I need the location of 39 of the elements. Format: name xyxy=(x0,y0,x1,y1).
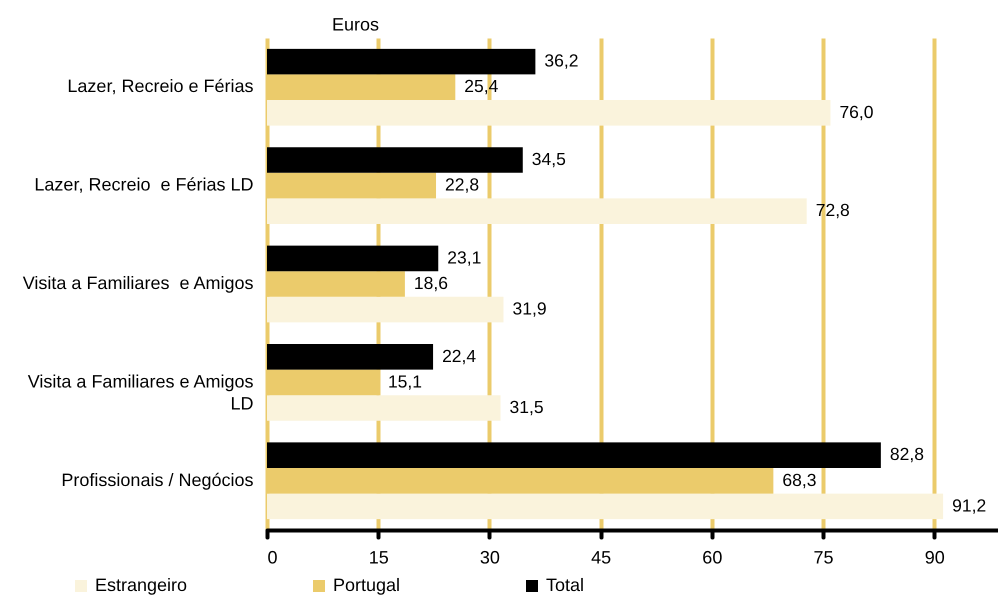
bar xyxy=(267,147,523,173)
data-label: 34,5 xyxy=(532,149,566,170)
bar xyxy=(267,246,438,272)
y-tick-label: Lazer, Recreio e Férias xyxy=(67,76,254,96)
bar xyxy=(267,48,536,74)
data-label: 36,2 xyxy=(544,50,578,71)
x-tick-label: 45 xyxy=(591,548,612,568)
legend-label: Total xyxy=(546,575,584,595)
y-tick-label: Lazer, Recreio e Férias LD xyxy=(34,174,254,195)
bar xyxy=(267,198,807,224)
data-label: 22,8 xyxy=(445,174,480,195)
data-label: 23,1 xyxy=(447,247,482,268)
bar xyxy=(267,296,504,322)
y-tick-label: Visita a Familiares e Amigos xyxy=(22,273,254,293)
data-label: 91,2 xyxy=(952,495,986,516)
bar xyxy=(267,395,501,421)
bar xyxy=(267,494,944,520)
data-label: 76,0 xyxy=(839,102,874,122)
bar xyxy=(267,344,434,370)
data-label: 15,1 xyxy=(388,371,422,392)
bar xyxy=(267,100,830,126)
data-label: 68,3 xyxy=(782,470,816,490)
x-tick-label: 90 xyxy=(924,548,945,568)
legend-label: Portugal xyxy=(333,575,400,595)
data-label: 22,4 xyxy=(442,346,476,366)
data-label: 18,6 xyxy=(414,273,448,293)
data-label: 82,8 xyxy=(890,444,924,464)
x-axis-title: Euros xyxy=(332,14,380,34)
x-tick-label: 60 xyxy=(702,548,722,568)
x-tick-label: 30 xyxy=(480,548,500,568)
x-tick-label: 75 xyxy=(814,548,834,568)
x-tick-label: 15 xyxy=(368,548,389,568)
y-tick-label: Profissionais / Negócios xyxy=(61,470,254,490)
data-label: 31,5 xyxy=(510,396,544,417)
bar xyxy=(267,442,881,468)
x-tick-label: 0 xyxy=(268,548,278,568)
legend-label: Estrangeiro xyxy=(95,575,188,595)
data-label: 31,9 xyxy=(512,298,547,319)
y-tick-label: Visita a Familiares e Amigos LD xyxy=(28,371,254,414)
